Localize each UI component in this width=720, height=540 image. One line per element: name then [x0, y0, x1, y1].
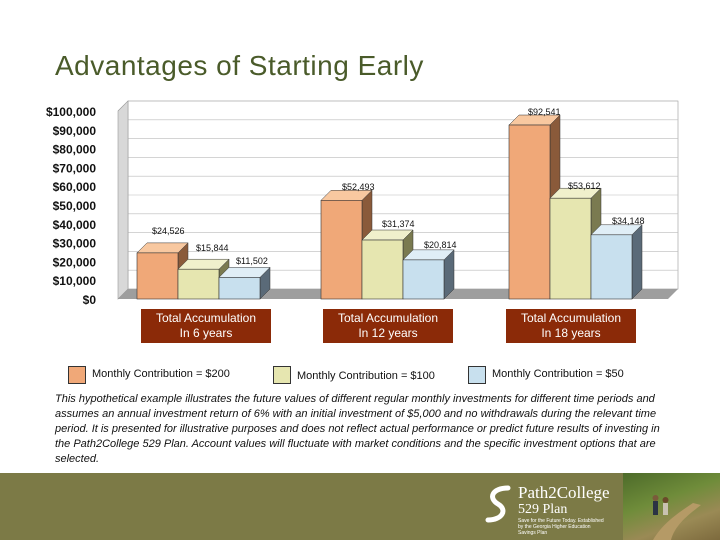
legend-label-200: Monthly Contribution = $200 [92, 368, 230, 380]
group-label-line1: Total Accumulation [155, 311, 257, 325]
disclaimer-text: This hypothetical example illustrates th… [55, 393, 660, 465]
y-tick-label: $10,000 [53, 274, 97, 288]
bar [508, 124, 551, 300]
bar [320, 200, 363, 300]
group-label-line2: In 18 years [541, 326, 601, 340]
bar [136, 252, 179, 300]
data-label: $34,148 [612, 216, 645, 226]
group-label-line1: Total Accumulation [520, 311, 622, 325]
bar [402, 259, 445, 300]
y-tick-label: $0 [83, 293, 97, 307]
data-label: $92,541 [528, 107, 561, 117]
bar [361, 239, 404, 300]
page-title: Advantages of Starting Early [55, 50, 424, 81]
group-label-12-years: Total Accumulation In 12 years [323, 309, 453, 343]
data-label: $24,526 [152, 226, 185, 236]
group-label-6-years: Total Accumulation In 6 years [141, 309, 271, 343]
plot-left-wall [117, 100, 129, 300]
bar-chart: $0 $10,000 $20,000 $30,000 $40,000 $50,000 $60… [46, 100, 679, 307]
legend-swatch-100 [273, 366, 291, 384]
y-tick-label: $50,000 [53, 199, 97, 213]
data-label: $52,493 [342, 182, 375, 192]
y-tick-label: $20,000 [53, 255, 97, 269]
data-label: $11,502 [236, 256, 268, 266]
footer-bar: Path2College 529 Plan Save for the Futur… [0, 473, 720, 540]
bar [218, 277, 261, 300]
group-label-line2: In 6 years [179, 326, 233, 340]
bar [177, 268, 220, 300]
footer-photo [623, 473, 720, 540]
logo-main-text: Path2College [518, 483, 610, 502]
legend-swatch-200 [68, 366, 86, 384]
y-tick-label: $100,000 [46, 105, 96, 119]
path2college-logo: Path2College 529 Plan Save for the Futur… [478, 478, 613, 536]
swoosh-icon [485, 485, 511, 523]
group-label-line1: Total Accumulation [337, 311, 439, 325]
data-label: $20,814 [424, 240, 457, 250]
bar [590, 234, 633, 300]
legend-swatch-50 [468, 366, 486, 384]
y-tick-label: $70,000 [53, 161, 97, 175]
y-tick-label: $90,000 [53, 124, 97, 138]
y-tick-label: $30,000 [53, 237, 97, 251]
bar [549, 197, 592, 300]
bar-side [631, 224, 643, 300]
y-tick-label: $60,000 [53, 180, 97, 194]
data-label: $15,844 [196, 243, 229, 253]
y-tick-label: $40,000 [53, 218, 97, 232]
logo-tagline: Save for the Future Today. Established b… [518, 518, 604, 536]
group-label-18-years: Total Accumulation In 18 years [506, 309, 636, 343]
logo-sub-text: 529 Plan [518, 502, 568, 517]
group-label-line2: In 12 years [358, 326, 418, 340]
legend-label-50: Monthly Contribution = $50 [492, 368, 624, 380]
y-tick-label: $80,000 [53, 143, 97, 157]
data-label: $53,612 [568, 181, 601, 191]
legend-label-100: Monthly Contribution = $100 [297, 370, 435, 382]
data-label: $31,374 [382, 219, 415, 229]
